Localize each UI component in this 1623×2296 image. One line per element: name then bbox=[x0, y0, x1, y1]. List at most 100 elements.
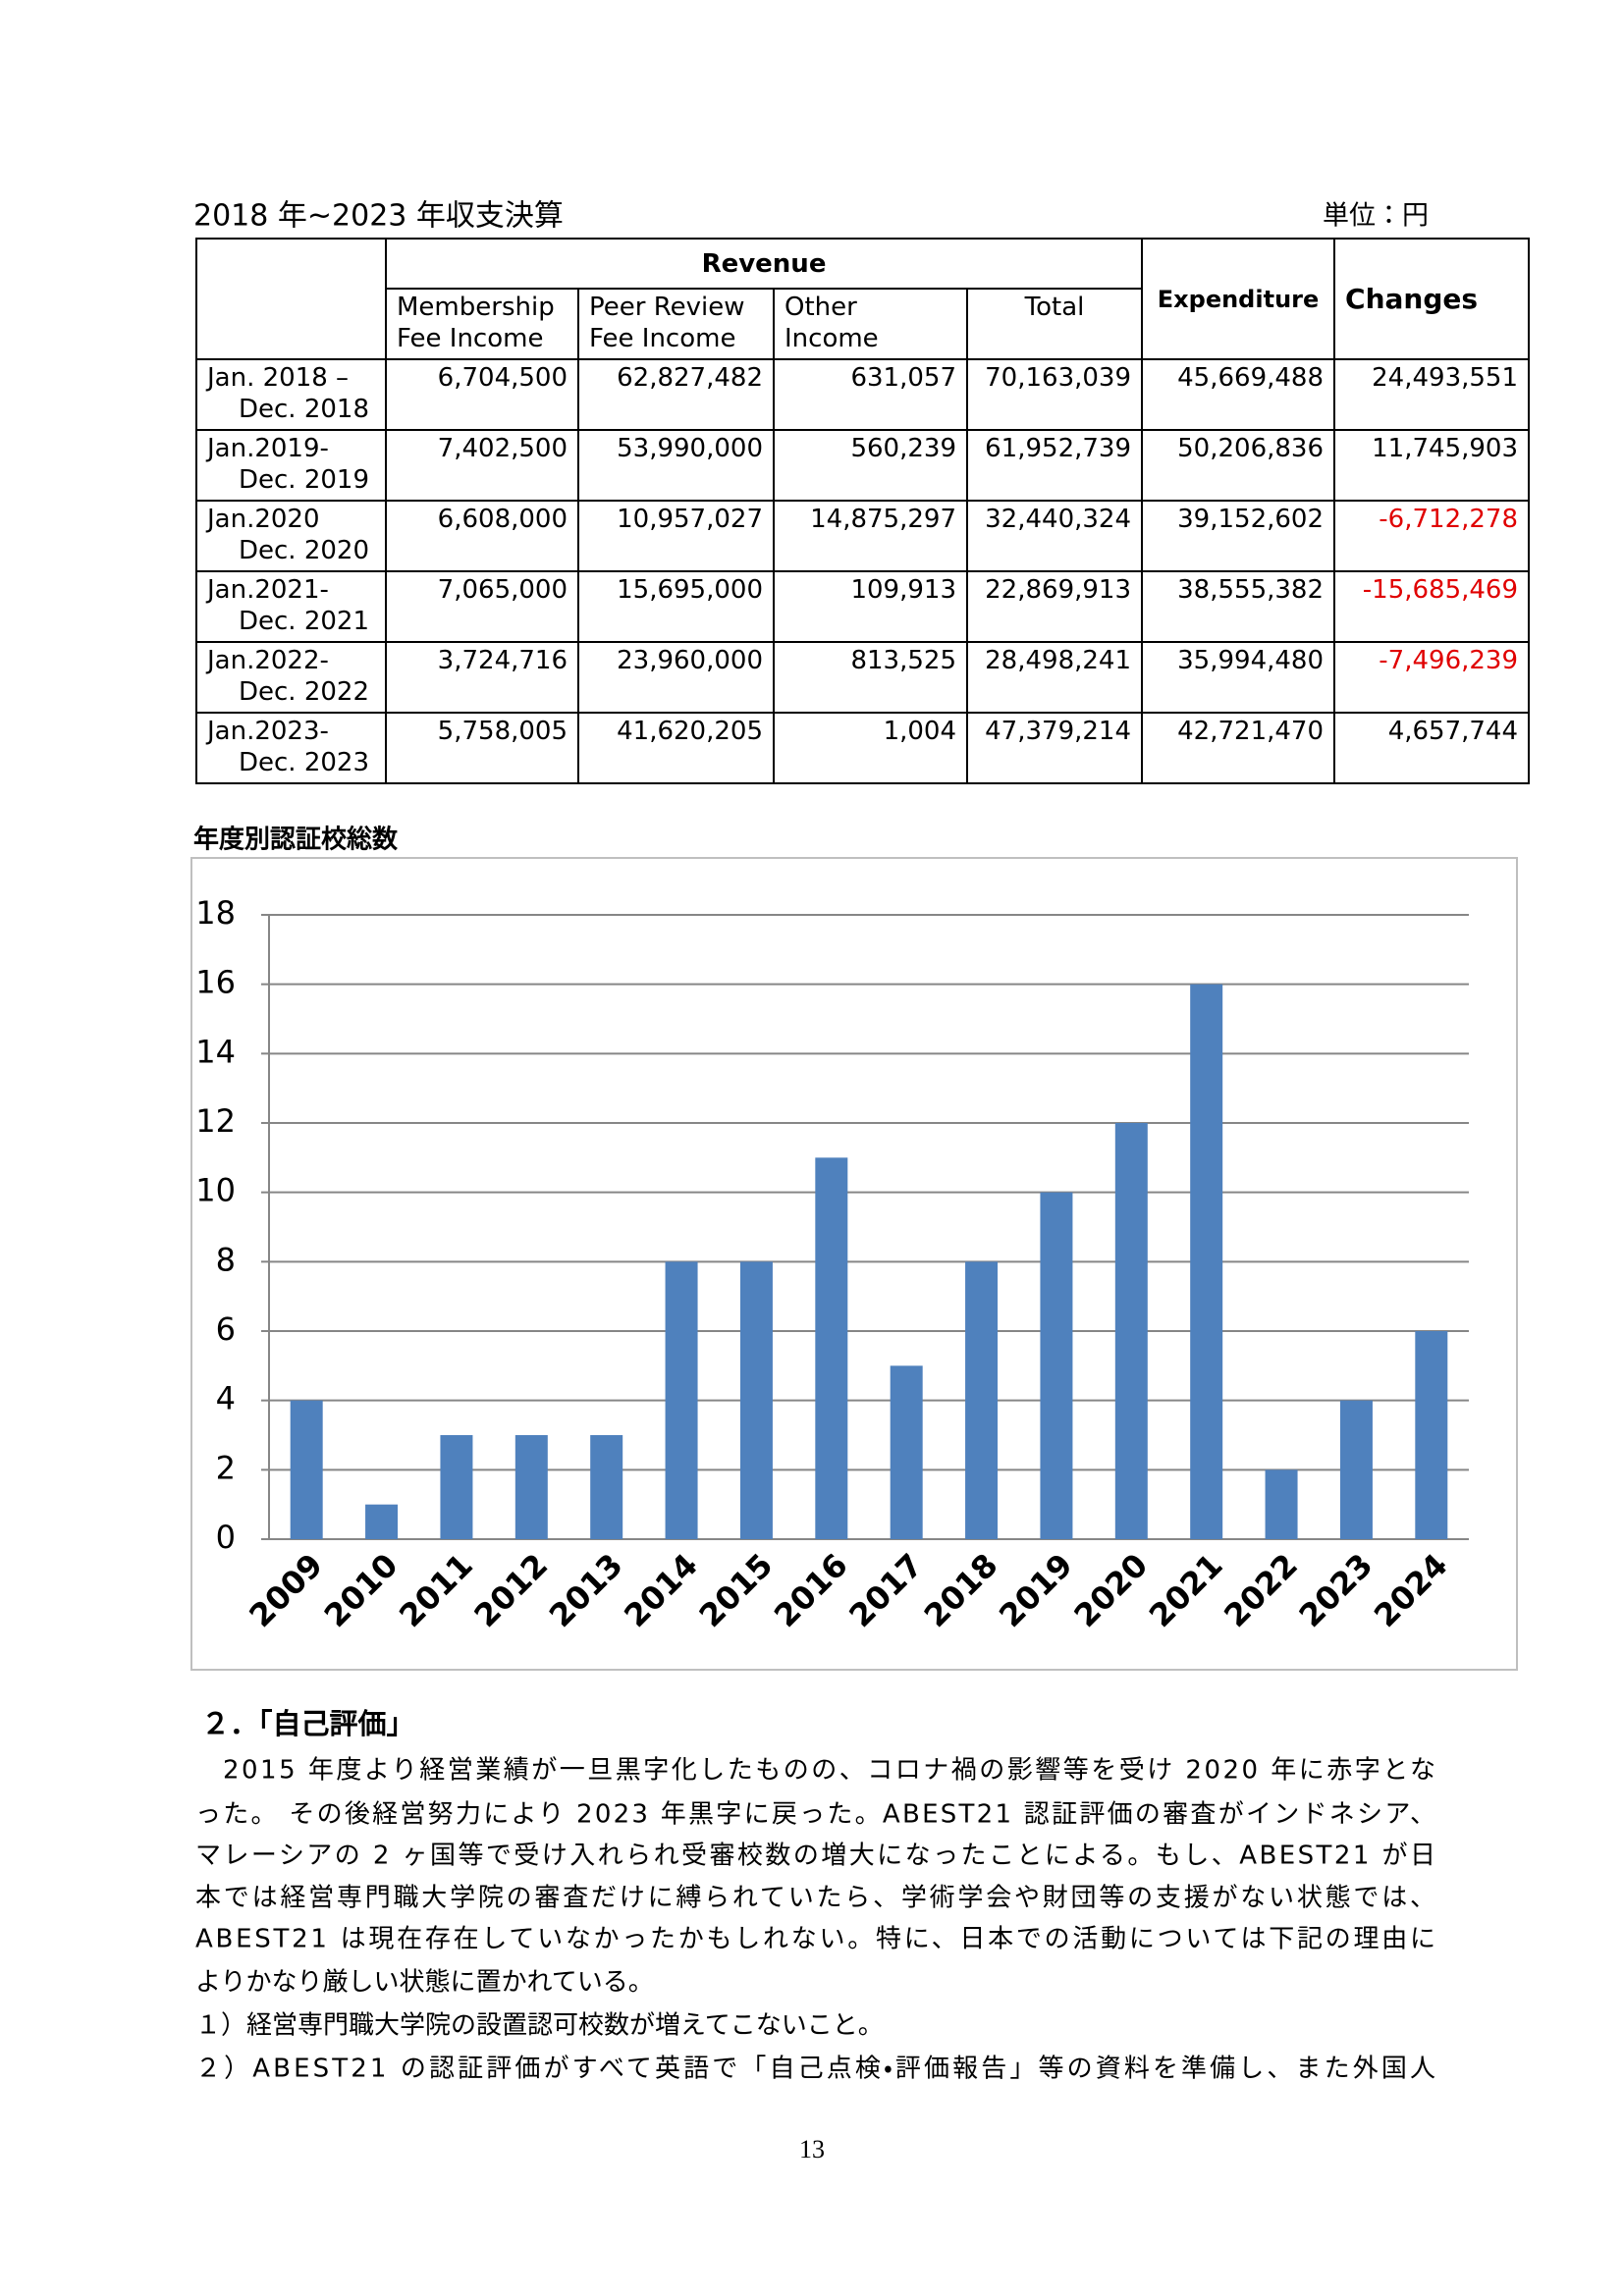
bar bbox=[965, 1261, 999, 1539]
bar bbox=[1339, 1400, 1373, 1539]
bar bbox=[890, 1365, 923, 1539]
period-line: Jan. 2018 – bbox=[207, 363, 350, 393]
period-line: Dec. 2020 bbox=[239, 536, 370, 565]
x-tick-label: 2014 bbox=[617, 1546, 705, 1634]
period-line: Dec. 2018 bbox=[239, 395, 370, 424]
period-cell: Jan.2022- Dec. 2022 bbox=[195, 641, 387, 714]
y-tick-label: 8 bbox=[216, 1241, 236, 1278]
paragraph-line: ABEST21 は現在存在していなかったかもしれない。特に、日本での活動について… bbox=[195, 1925, 1435, 1954]
corner-cell bbox=[195, 238, 387, 360]
y-tick-label: 14 bbox=[195, 1033, 236, 1070]
chart-frame bbox=[190, 857, 1518, 1671]
number-cell: 15,695,000 bbox=[577, 570, 775, 643]
number-cell: 6,704,500 bbox=[385, 358, 579, 431]
column-header-line: Membership bbox=[397, 293, 555, 322]
data-row: Jan.2022- Dec. 2022 3,724,716 23,960,000 813… bbox=[195, 641, 1531, 714]
paragraph-line: よりかなり厳しい状態に置かれている。 bbox=[195, 1968, 654, 1998]
column-header-line: Peer Review bbox=[589, 293, 745, 322]
data-row: Jan.2021- Dec. 2021 7,065,000 15,695,000 109… bbox=[195, 570, 1531, 643]
period-line: Jan.2023- bbox=[207, 717, 329, 746]
number-cell: 39,152,602 bbox=[1141, 500, 1336, 572]
x-tick-label: 2023 bbox=[1292, 1546, 1380, 1634]
paragraph-line: 2015 年度より経営業績が一旦黒字化したものの、コロナ禍の影響等を受け 202… bbox=[223, 1756, 1435, 1786]
bar bbox=[590, 1435, 623, 1539]
list-item: １）経営専門職大学院の設置認可校数が増えてこないこと。 bbox=[195, 2011, 884, 2041]
number-cell: 5,758,005 bbox=[385, 712, 579, 784]
header-row: Revenue Expenditure Changes bbox=[195, 238, 1531, 360]
period-cell: Jan. 2018 – Dec. 2018 bbox=[195, 358, 387, 431]
number-cell: -6,712,278 bbox=[1333, 500, 1531, 572]
y-tick-label: 2 bbox=[216, 1449, 236, 1486]
number-cell: 62,827,482 bbox=[577, 358, 775, 431]
number-cell: 24,493,551 bbox=[1333, 358, 1531, 431]
column-header-line: Income bbox=[784, 324, 879, 353]
expenditure-header: Expenditure bbox=[1141, 238, 1336, 360]
period-line: Dec. 2023 bbox=[239, 748, 370, 777]
period-line: Dec. 2021 bbox=[239, 607, 370, 636]
bar bbox=[514, 1435, 548, 1539]
finance-table: Revenue Expenditure Changes Membership Fee I… bbox=[195, 238, 1531, 784]
page-number: 13 bbox=[799, 2135, 825, 2163]
number-cell: 41,620,205 bbox=[577, 712, 775, 784]
x-tick-label: 2011 bbox=[392, 1546, 480, 1634]
column-header: Membership Fee Income bbox=[385, 288, 579, 360]
section-heading: ２．「自己評価」 bbox=[201, 1707, 415, 1740]
number-cell: 70,163,039 bbox=[965, 358, 1144, 431]
number-cell: 7,065,000 bbox=[385, 570, 579, 643]
y-tick-label: 16 bbox=[195, 964, 236, 1001]
number-cell: 32,440,324 bbox=[965, 500, 1144, 572]
number-cell: 11,745,903 bbox=[1333, 429, 1531, 502]
bar bbox=[1114, 1123, 1148, 1539]
column-header: Other Income bbox=[773, 288, 968, 360]
x-tick-label: 2020 bbox=[1066, 1546, 1155, 1634]
y-tick-label: 4 bbox=[216, 1380, 236, 1417]
period-line: Jan.2022- bbox=[207, 646, 329, 675]
table-title: 2018 年~2023 年収支決算 bbox=[193, 199, 564, 234]
x-tick-label: 2015 bbox=[692, 1546, 781, 1634]
number-cell: 28,498,241 bbox=[965, 641, 1144, 714]
number-cell: -15,685,469 bbox=[1333, 570, 1531, 643]
changes-header: Changes bbox=[1333, 238, 1531, 360]
number-cell: 47,379,214 bbox=[965, 712, 1144, 784]
y-tick-label: 12 bbox=[195, 1102, 236, 1140]
number-cell: 109,913 bbox=[773, 570, 968, 643]
x-tick-label: 2009 bbox=[242, 1546, 330, 1634]
number-cell: 42,721,470 bbox=[1141, 712, 1336, 784]
number-cell: 1,004 bbox=[773, 712, 968, 784]
bar bbox=[739, 1261, 773, 1539]
number-cell: 23,960,000 bbox=[577, 641, 775, 714]
column-header-line: Total bbox=[1024, 293, 1085, 322]
period-line: Dec. 2022 bbox=[239, 677, 370, 707]
x-tick-label: 2022 bbox=[1217, 1546, 1305, 1634]
x-tick-label: 2018 bbox=[917, 1546, 1005, 1634]
number-cell: 14,875,297 bbox=[773, 500, 968, 572]
data-row: Jan. 2018 – Dec. 2018 6,704,500 62,827,482 6… bbox=[195, 358, 1531, 431]
number-cell: 631,057 bbox=[773, 358, 968, 431]
chart-title: 年度別認証校総数 bbox=[193, 825, 399, 855]
y-tick-label: 6 bbox=[216, 1310, 236, 1348]
header-row: Membership Fee Income Peer Review Fee Incom… bbox=[196, 288, 1529, 360]
x-tick-label: 2019 bbox=[992, 1546, 1080, 1634]
bar bbox=[365, 1504, 399, 1539]
column-header-line: Fee Income bbox=[397, 324, 544, 353]
number-cell: 38,555,382 bbox=[1141, 570, 1336, 643]
period-cell: Jan.2023- Dec. 2023 bbox=[195, 712, 387, 784]
number-cell: 10,957,027 bbox=[577, 500, 775, 572]
period-line: Dec. 2019 bbox=[239, 465, 370, 495]
column-header: Peer Review Fee Income bbox=[577, 288, 775, 360]
data-row: Jan.2023- Dec. 2023 5,758,005 41,620,205 1,0… bbox=[195, 712, 1531, 784]
data-row: Jan.2019- Dec. 2019 7,402,500 53,990,000 560… bbox=[195, 429, 1531, 502]
period-cell: Jan.2019- Dec. 2019 bbox=[195, 429, 387, 502]
group-header: Revenue bbox=[384, 238, 1144, 290]
bar bbox=[815, 1157, 848, 1539]
period-line: Jan.2021- bbox=[207, 575, 329, 605]
y-tick-label: 0 bbox=[216, 1519, 236, 1556]
bar bbox=[1415, 1331, 1448, 1539]
paragraph-line: 本では経営専門職大学院の審査だけに縛られていたら、学術学会や財団等の支援がない状… bbox=[195, 1884, 1435, 1913]
number-cell: 7,402,500 bbox=[385, 429, 579, 502]
number-cell: 61,952,739 bbox=[965, 429, 1144, 502]
bar bbox=[290, 1400, 323, 1539]
column-header-line: Fee Income bbox=[589, 324, 736, 353]
